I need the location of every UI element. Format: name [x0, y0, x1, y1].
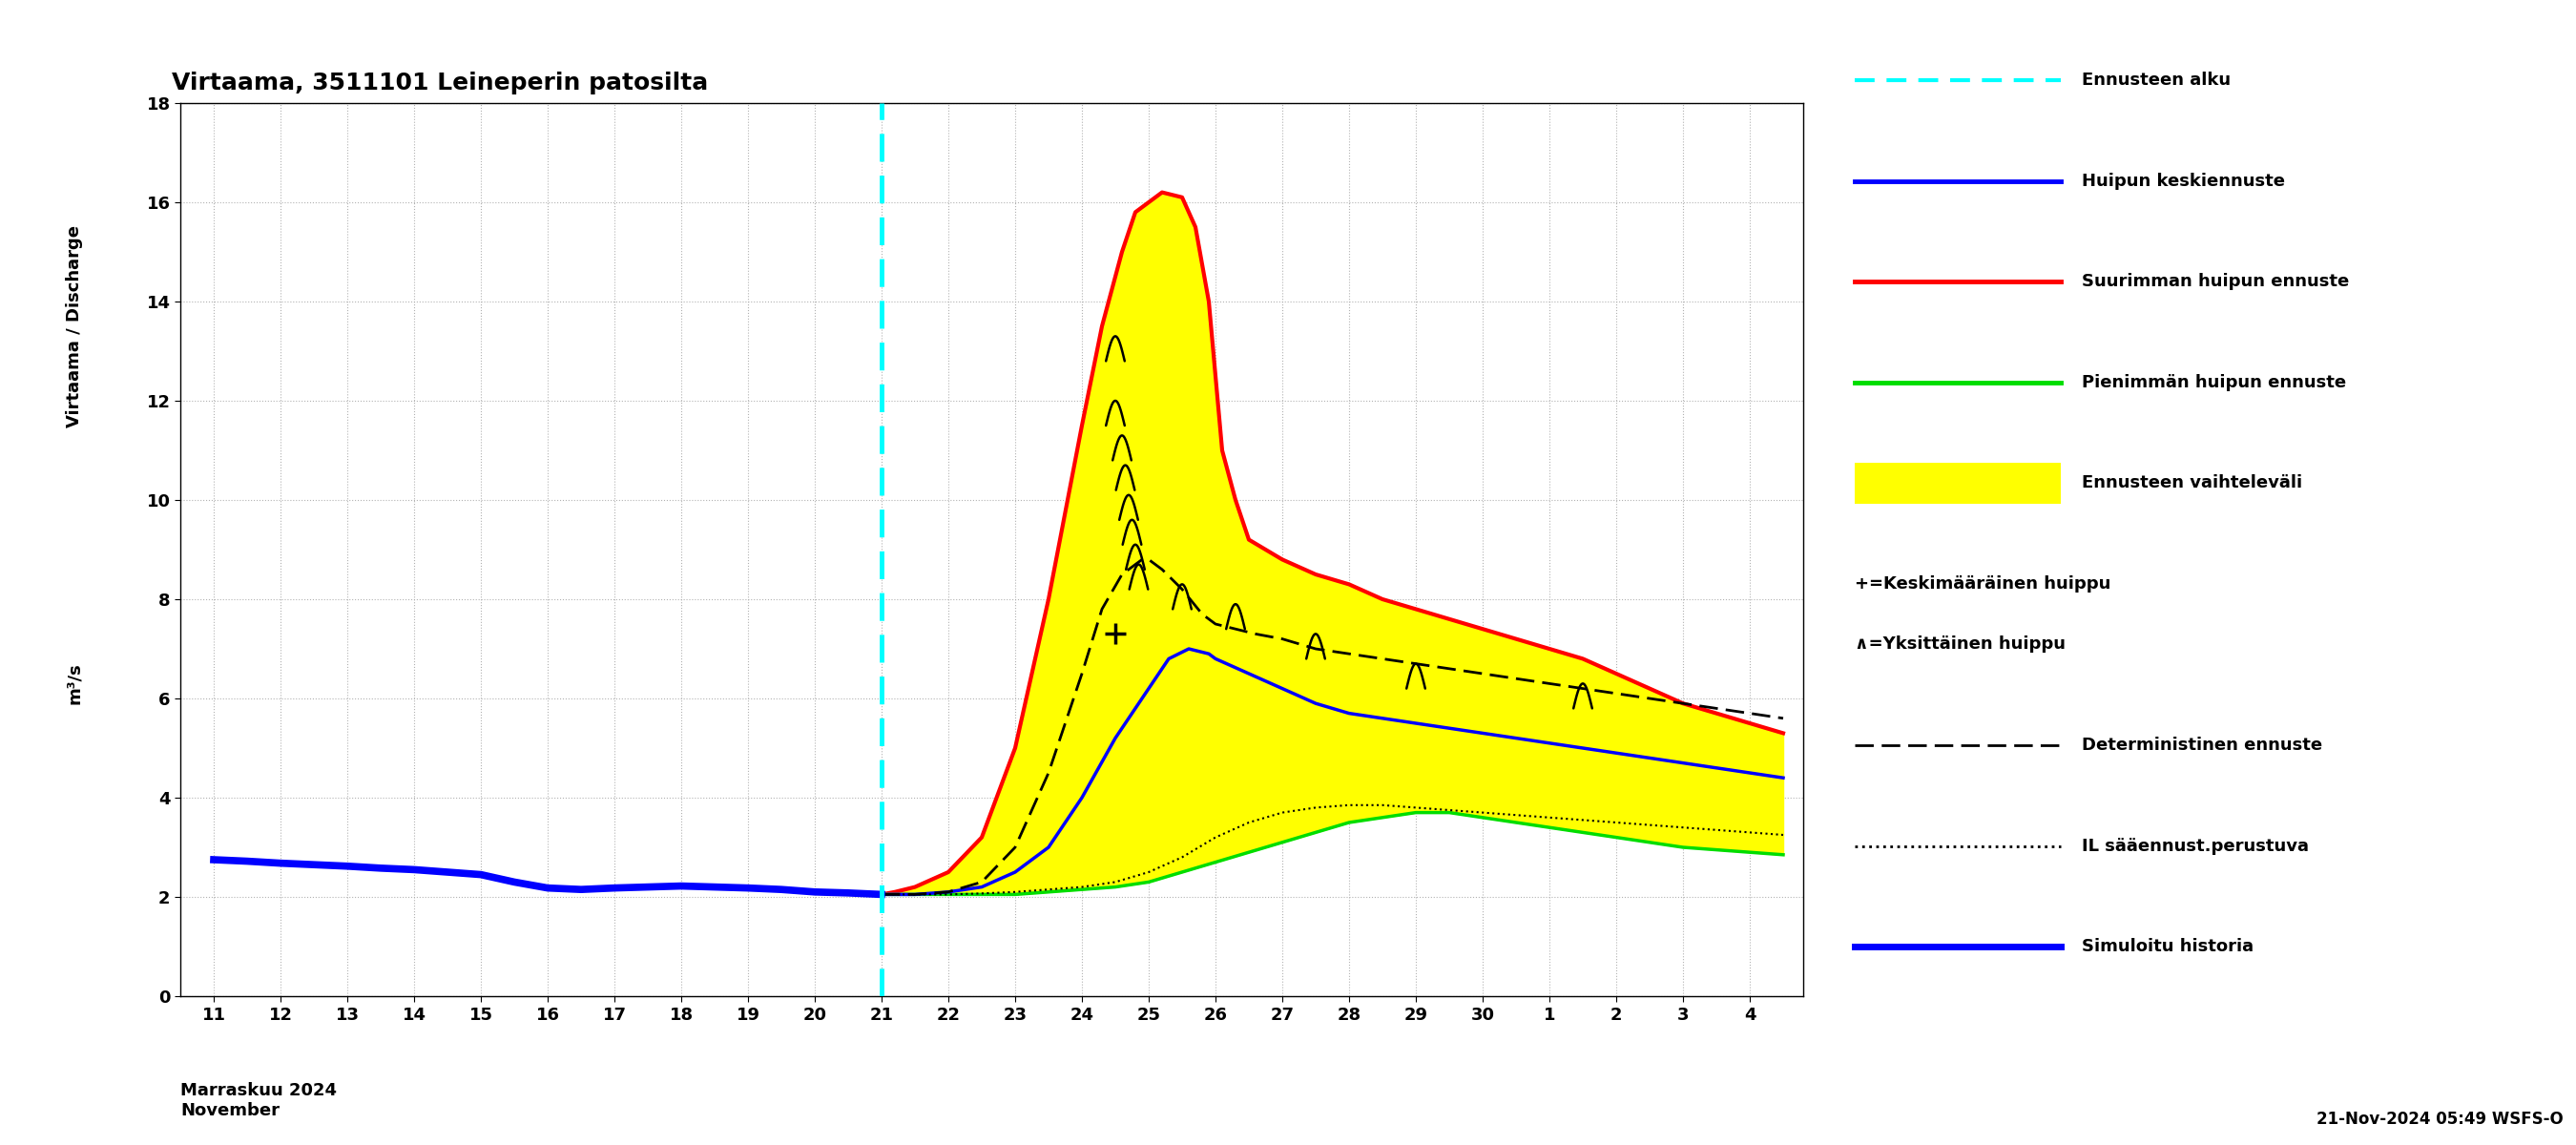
Text: IL sääennust.perustuva: IL sääennust.perustuva: [2081, 837, 2308, 854]
Text: Suurimman huipun ennuste: Suurimman huipun ennuste: [2081, 273, 2349, 290]
Text: Ennusteen alku: Ennusteen alku: [2081, 71, 2231, 88]
Text: Deterministinen ennuste: Deterministinen ennuste: [2081, 736, 2321, 753]
Text: 21-Nov-2024 05:49 WSFS-O: 21-Nov-2024 05:49 WSFS-O: [2316, 1111, 2563, 1128]
Text: Virtaama / Discharge: Virtaama / Discharge: [67, 226, 82, 427]
Text: m³/s: m³/s: [67, 663, 82, 704]
Text: Virtaama, 3511101 Leineperin patosilta: Virtaama, 3511101 Leineperin patosilta: [173, 72, 708, 95]
Text: Simuloitu historia: Simuloitu historia: [2081, 938, 2254, 955]
Text: Pienimmän huipun ennuste: Pienimmän huipun ennuste: [2081, 373, 2347, 390]
Text: ∧=Yksittäinen huippu: ∧=Yksittäinen huippu: [1855, 635, 2066, 653]
Text: +=Keskimääräinen huippu: +=Keskimääräinen huippu: [1855, 575, 2110, 592]
Text: Huipun keskiennuste: Huipun keskiennuste: [2081, 172, 2285, 189]
Text: Marraskuu 2024
November: Marraskuu 2024 November: [180, 1082, 337, 1119]
Text: Ennusteen vaihteleväli: Ennusteen vaihteleväli: [2081, 474, 2303, 491]
